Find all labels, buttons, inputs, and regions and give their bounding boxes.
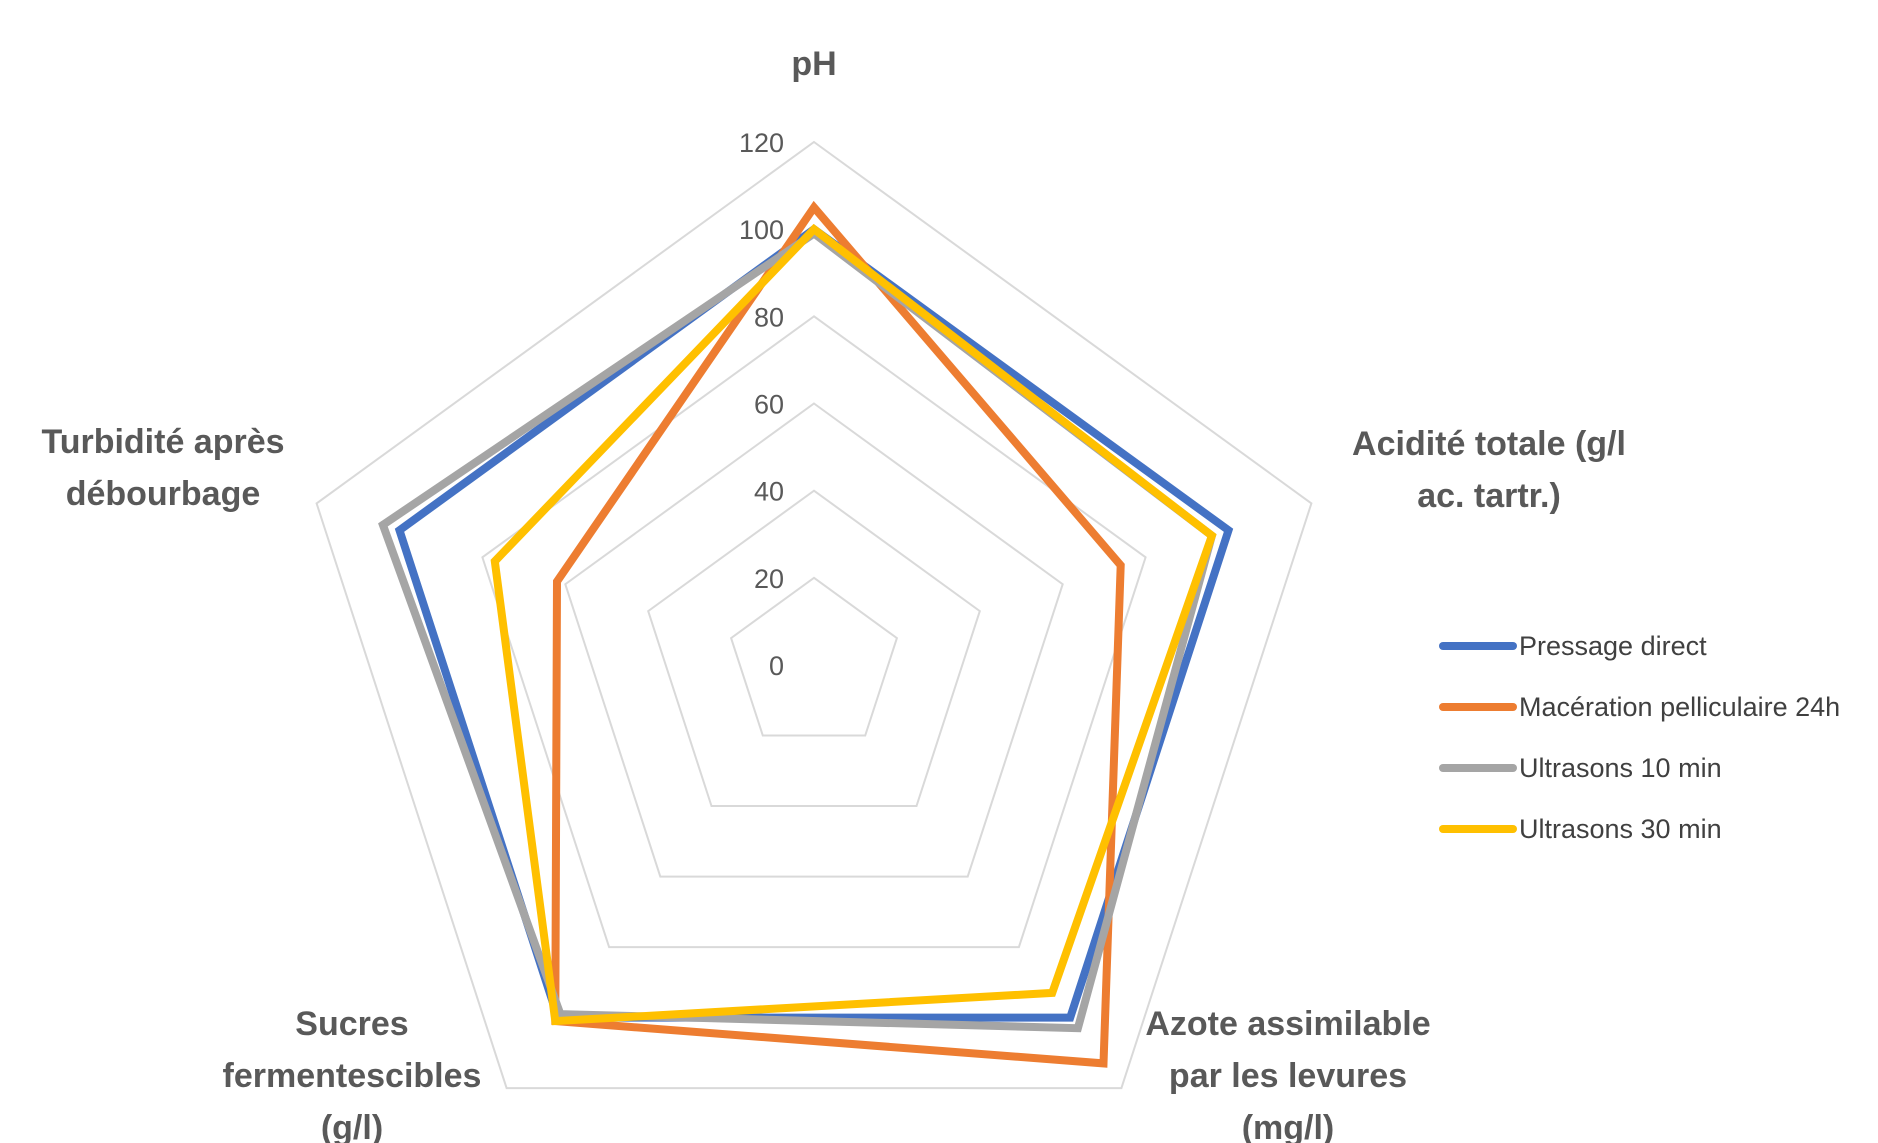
- axis-labels: pH Acidité totale (g/l ac. tartr.) Azote as…: [41, 45, 1626, 1143]
- legend-label-3: Ultrasons 30 min: [1519, 814, 1722, 844]
- grid-ring-60: [564, 402, 1064, 878]
- legend-label-2: Ultrasons 10 min: [1519, 753, 1722, 783]
- grid-ring-40: [647, 489, 981, 807]
- tick-label-120: 120: [739, 128, 784, 158]
- grid-ring-100: [398, 227, 1230, 1019]
- axis-label-3: Sucres fermentescibles (g/l): [223, 1005, 482, 1143]
- legend-label-1: Macération pelliculaire 24h: [1519, 692, 1840, 722]
- grid: [315, 140, 1313, 1090]
- grid-ring-120: [315, 140, 1313, 1090]
- axis-label-4: Turbidité après débourbage: [41, 423, 284, 513]
- series-line-1: [551, 200, 1125, 1068]
- series-line-3: [490, 223, 1217, 1026]
- tick-label-80: 80: [754, 302, 784, 332]
- tick-label-0: 0: [769, 651, 784, 681]
- legend-label-0: Pressage direct: [1519, 631, 1707, 661]
- tick-label-60: 60: [754, 390, 784, 420]
- tick-label-20: 20: [754, 564, 784, 594]
- grid-ring-20: [729, 576, 899, 737]
- series-lines: [378, 200, 1234, 1068]
- axis-label-1: Acidité totale (g/l ac. tartr.): [1352, 425, 1626, 515]
- tick-label-100: 100: [739, 215, 784, 245]
- axis-label-2: Azote assimilable par les levures (mg/l): [1145, 1005, 1430, 1143]
- tick-labels: 0 20 40 60 80 100 120: [739, 128, 784, 681]
- tick-label-40: 40: [754, 477, 784, 507]
- legend: Pressage direct Macération pelliculaire 2…: [1439, 631, 1840, 844]
- axis-label-0: pH: [791, 45, 836, 83]
- series-line-0: [394, 224, 1234, 1022]
